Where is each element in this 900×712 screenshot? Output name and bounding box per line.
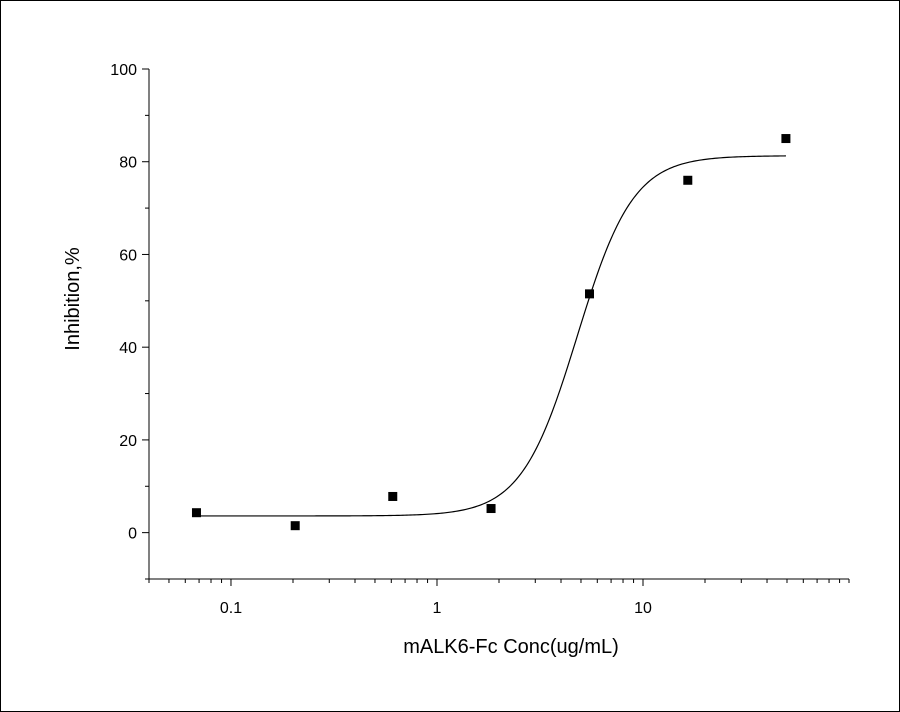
fit-curve-layer [196, 155, 786, 517]
data-point [290, 521, 300, 531]
fit-curve-line [196, 155, 786, 517]
data-point [388, 491, 398, 501]
axes: 0 20 40 60 80 100 0.1 1 10 [110, 62, 850, 617]
x-tick-label: 10 [634, 600, 652, 617]
x-tick-label: 0.1 [220, 600, 242, 617]
data-point [683, 175, 693, 185]
y-tick-label: 20 [119, 433, 137, 450]
y-tick-label: 0 [128, 526, 137, 543]
data-point [486, 504, 496, 514]
data-point [191, 508, 201, 518]
data-points-layer [191, 134, 791, 531]
data-point [781, 134, 791, 144]
y-tick-label: 100 [110, 62, 137, 79]
y-tick-label: 40 [119, 340, 137, 357]
data-point [585, 289, 595, 299]
y-tick-label: 80 [119, 155, 137, 172]
x-tick-label: 1 [433, 600, 442, 617]
x-axis-label: mALK6-Fc Conc(ug/mL) [403, 636, 619, 658]
y-tick-label: 60 [119, 247, 137, 264]
y-axis-label: Inhibition,% [62, 247, 84, 351]
